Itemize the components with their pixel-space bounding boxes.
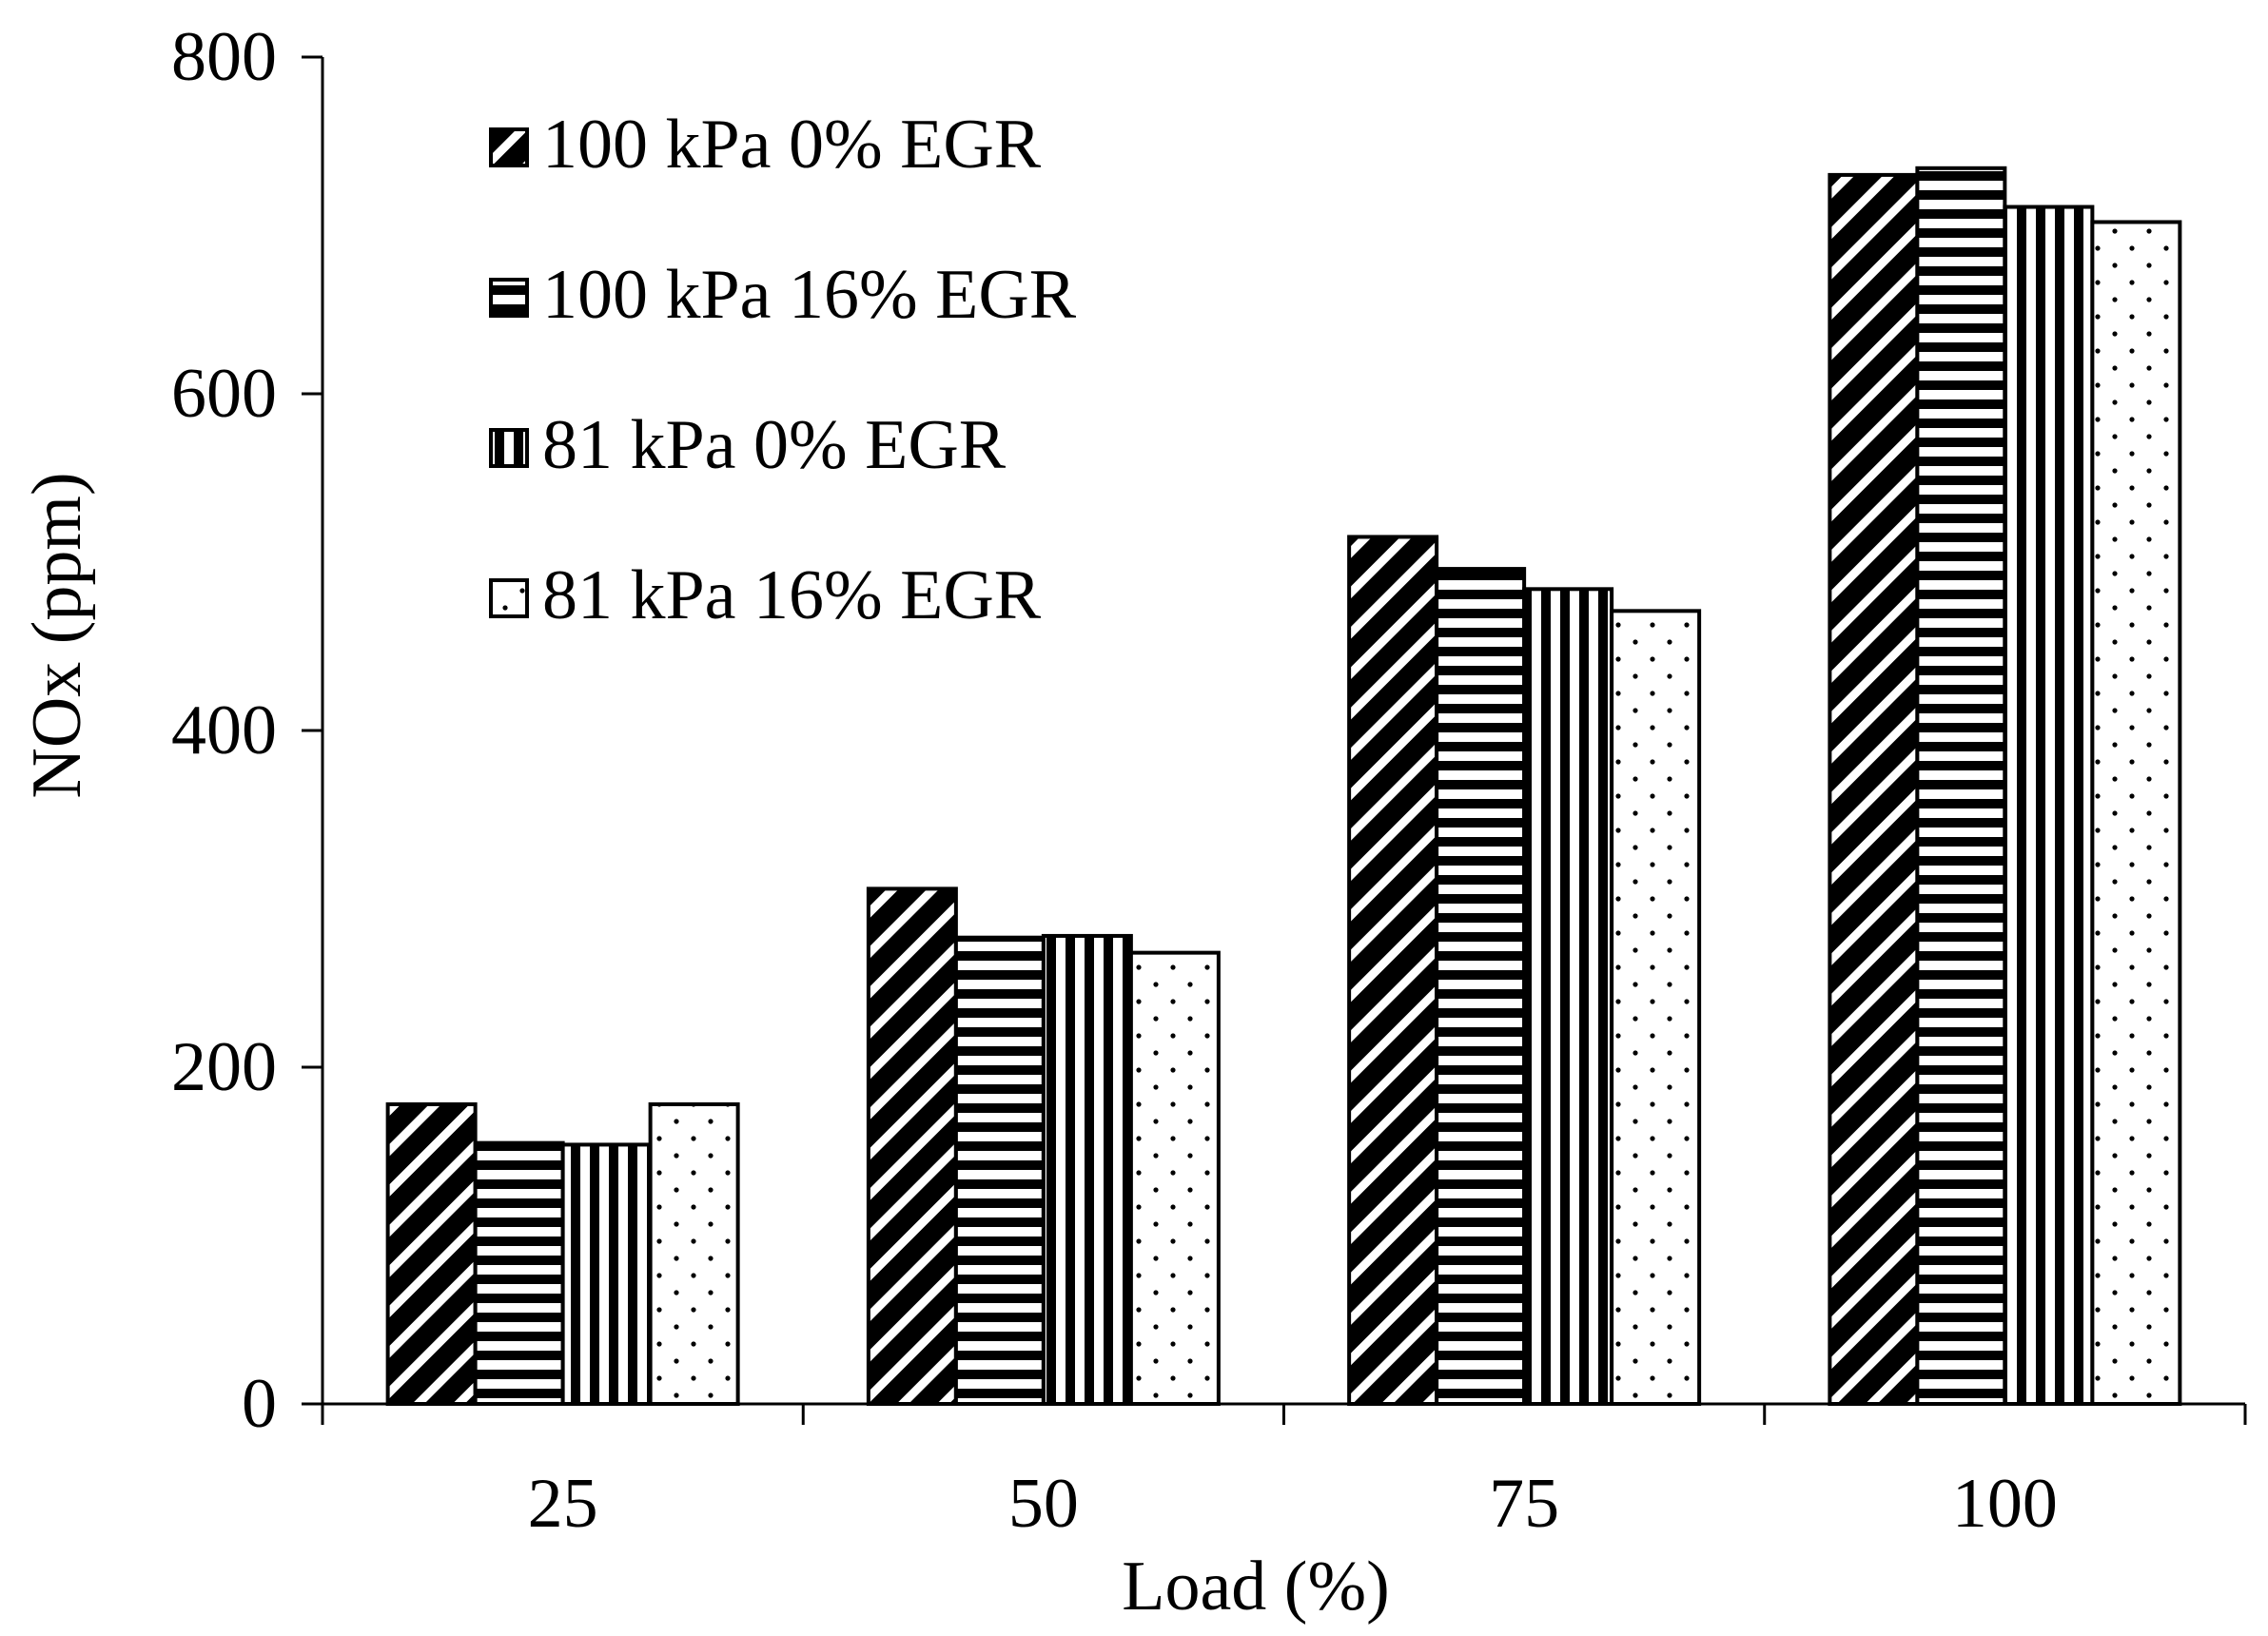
bar-horizontal-25 (473, 1140, 565, 1407)
bar-diagonal-25 (385, 1101, 478, 1406)
x-tick-label: 75 (1489, 1465, 1559, 1543)
bar-vertical-25 (560, 1142, 653, 1407)
bar-horizontal-100 (1915, 166, 2007, 1407)
bar-vertical-50 (1041, 933, 1133, 1406)
y-tick-label: 800 (171, 18, 277, 96)
legend: 100 kPa 0% EGR 100 kPa 16% EGR 81 kPa 0% E… (489, 106, 1077, 634)
bar-dots-75 (1610, 609, 1702, 1406)
legend-label: 100 kPa 0% EGR (542, 106, 1042, 184)
legend-label: 81 kPa 16% EGR (542, 556, 1042, 634)
bar-vertical-100 (2003, 204, 2095, 1406)
bar-dots-50 (1128, 950, 1221, 1406)
legend-swatch (489, 428, 529, 468)
legend-swatch (489, 578, 529, 618)
y-tick-label: 0 (242, 1365, 277, 1443)
x-tick-label: 100 (1952, 1465, 2058, 1543)
legend-swatch (489, 278, 529, 318)
bar-diagonal-100 (1828, 172, 1920, 1406)
bar-horizontal-50 (953, 935, 1046, 1407)
bar-horizontal-75 (1435, 567, 1527, 1406)
bar-vertical-75 (1522, 587, 1614, 1406)
legend-label: 100 kPa 16% EGR (542, 256, 1077, 334)
legend-label: 81 kPa 0% EGR (542, 406, 1007, 484)
y-tick-label: 600 (171, 355, 277, 433)
y-ticks-layer: 0 200 400 600 800 (171, 18, 323, 1443)
x-axis-title: Load (%) (1122, 1548, 1389, 1626)
legend-swatch (489, 127, 529, 167)
bar-dots-25 (648, 1101, 740, 1406)
bar-dots-100 (2090, 220, 2182, 1407)
y-tick-label: 200 (171, 1028, 277, 1106)
bar-diagonal-50 (866, 886, 958, 1406)
x-tick-label: 50 (1008, 1465, 1079, 1543)
x-tick-label: 25 (528, 1465, 598, 1543)
x-ticks-layer: 25 50 75 100 (321, 1404, 2247, 1543)
y-tick-label: 400 (171, 691, 277, 769)
y-axis-title: NOx (ppm) (18, 472, 96, 798)
bar-diagonal-75 (1347, 535, 1439, 1406)
bars-layer (385, 166, 2182, 1407)
